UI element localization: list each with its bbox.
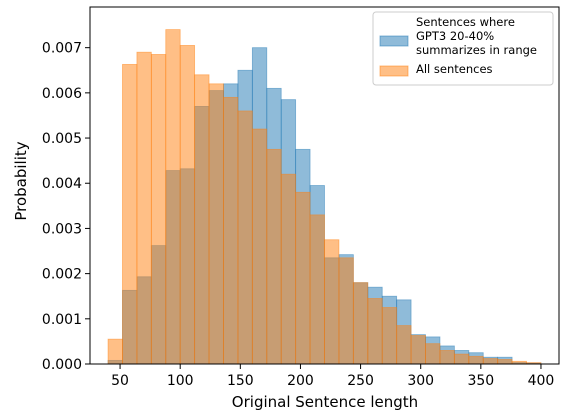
series-2-bar	[468, 355, 484, 365]
series-2-bar	[396, 325, 412, 365]
y-tick-label: 0.006	[42, 86, 82, 102]
x-tick-label: 150	[227, 373, 254, 389]
series-2-bar	[165, 29, 181, 365]
x-tick-label: 50	[111, 373, 129, 389]
series-2-bar	[280, 173, 297, 365]
y-tick-label: 0.000	[42, 357, 82, 373]
y-tick-label: 0.002	[42, 267, 82, 283]
series-2-bar	[251, 128, 268, 365]
x-tick-label: 350	[467, 373, 494, 389]
series-2-bar	[107, 338, 123, 365]
y-tick-label: 0.003	[42, 221, 82, 237]
series-2-bar	[223, 96, 239, 365]
legend-label-1: Sentences where	[416, 15, 515, 29]
series-2-bar	[179, 45, 196, 365]
series-2-bar	[309, 214, 325, 365]
legend-swatch-1	[379, 35, 409, 47]
series-2-bar	[381, 307, 398, 365]
series-2-bar	[367, 298, 383, 365]
series-2-bar	[338, 257, 354, 365]
series-2-bar	[266, 148, 282, 365]
series-2-bars	[107, 29, 542, 365]
series-2-bar	[425, 343, 441, 365]
legend-label-2: All sentences	[416, 62, 493, 76]
series-2-bar	[237, 110, 253, 365]
series-2-bar	[150, 54, 167, 365]
legend-label-1: summarizes in range	[416, 43, 537, 57]
legend-label-1: GPT3 20-40%	[416, 29, 494, 43]
x-tick-label: 400	[528, 373, 555, 389]
legend-swatch-2	[379, 65, 409, 77]
series-2-bar	[453, 353, 470, 365]
x-tick-label: 250	[347, 373, 374, 389]
series-2-bar	[295, 191, 311, 365]
series-2-bar	[439, 350, 455, 365]
series-2-bar	[324, 239, 340, 365]
series-2-bar	[352, 282, 369, 365]
x-tick-label: 200	[287, 373, 314, 389]
plot-frame	[89, 6, 560, 365]
series-2-bar	[482, 358, 499, 365]
series-2-bar	[410, 335, 426, 365]
series-2-bar	[208, 83, 224, 365]
bars-layer	[107, 29, 542, 365]
series-2-bar	[136, 51, 152, 365]
x-axis-label: Original Sentence length	[232, 393, 418, 411]
legend-box	[372, 11, 554, 86]
series-2-bar	[194, 74, 210, 365]
y-tick-label: 0.005	[42, 131, 82, 147]
series-2-bar	[122, 63, 138, 365]
y-tick-label: 0.004	[42, 176, 82, 192]
axes-layer: 50 100 150 200 250 300 350 400 0.000 0.001 0.002 0.…	[42, 6, 560, 389]
y-tick-label: 0.007	[42, 41, 82, 57]
x-tick-label: 100	[167, 373, 194, 389]
series-2-bar	[497, 359, 513, 365]
x-tick-label: 300	[407, 373, 434, 389]
y-tick-label: 0.001	[42, 312, 82, 328]
y-axis-label: Probability	[12, 141, 30, 220]
